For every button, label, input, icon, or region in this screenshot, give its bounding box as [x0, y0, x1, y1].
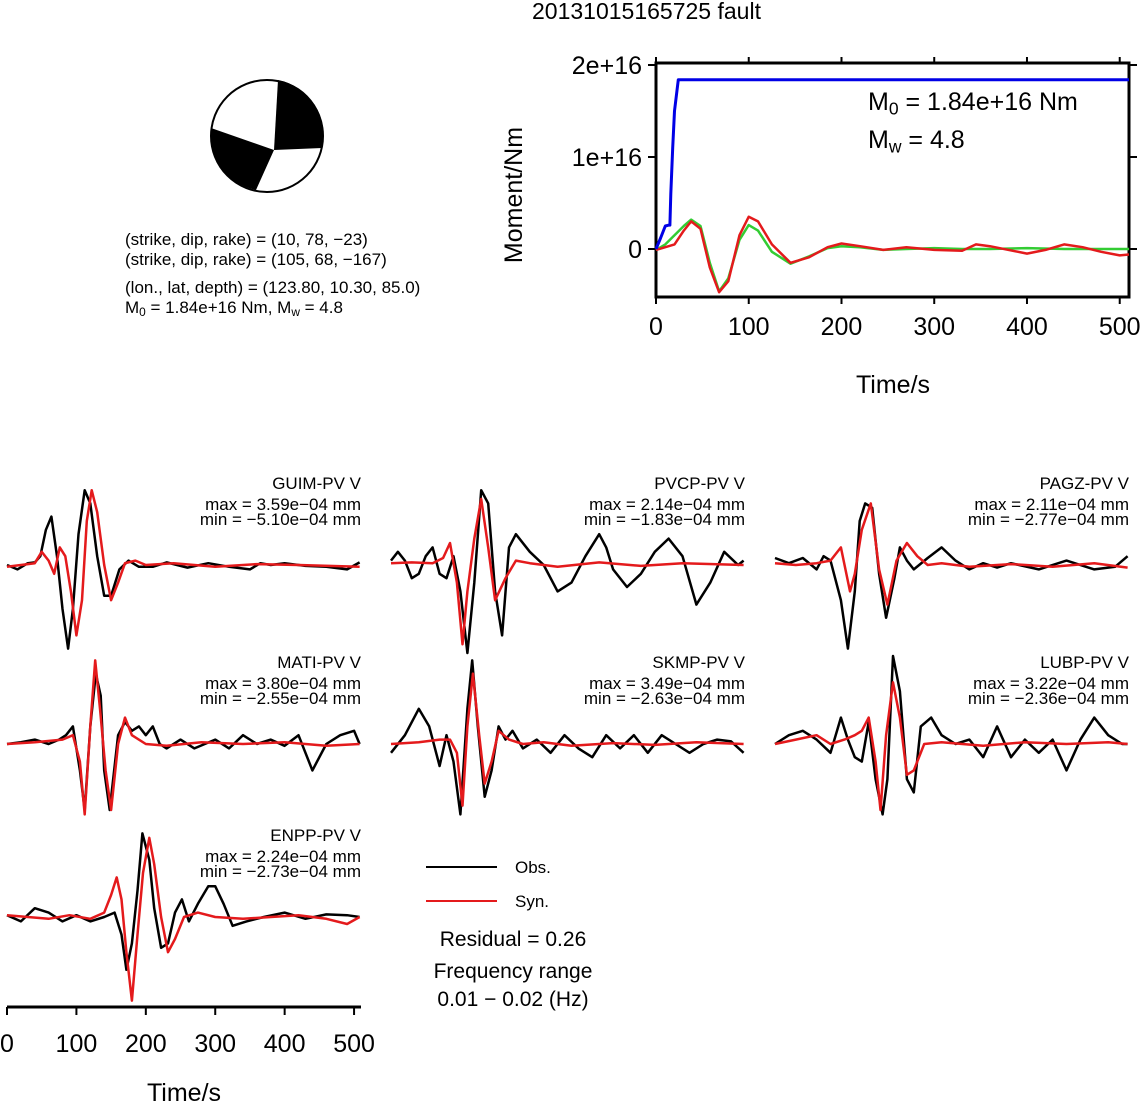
station-name: MATI-PV V	[277, 653, 361, 672]
beachball-compression-quadrant-1	[274, 80, 324, 150]
moment-xtick-label: 100	[728, 313, 770, 341]
station-label: LUBP-PV V max = 3.22e−04 mm min = −2.36e−0…	[869, 653, 1129, 708]
station-max: max = 2.14e−04 mm	[589, 495, 745, 514]
waveform-legend: Obs. Syn. Residual = 0.26 Frequency rang…	[426, 858, 592, 1011]
legend-observed-label: Obs.	[515, 858, 551, 877]
station-min: min = −1.83e−04 mm	[583, 510, 745, 529]
moment-ytick-label: 2e+16	[572, 52, 642, 80]
station-panel	[390, 488, 745, 655]
station-max: max = 3.59e−04 mm	[205, 495, 361, 514]
moment-chart: 0 100 200 300 400 500 0 1e+16 2e+16 Moment/Nm Ti…	[500, 52, 1141, 399]
frequency-range-value: 0.01 − 0.02 (Hz)	[437, 988, 588, 1011]
moment-series-moment	[654, 78, 1129, 250]
event-moment: M0 = 1.84e+16 Nm, Mw = 4.8	[125, 298, 343, 319]
station-panel	[6, 832, 361, 1002]
station-label: PVCP-PV V max = 2.14e−04 mm min = −1.83e−0…	[485, 474, 745, 529]
moment-ytick-label: 0	[628, 236, 642, 264]
moment-ytick-label: 1e+16	[572, 144, 642, 172]
synthetic-trace	[390, 672, 744, 807]
moment-chart-series	[654, 78, 1130, 294]
waveform-xtick-label: 200	[125, 1030, 167, 1058]
moment-chart-ticks: 0 100 200 300 400 500 0 1e+16 2e+16	[572, 52, 1141, 341]
event-location: (lon., lat, depth) = (123.80, 10.30, 85.…	[125, 278, 421, 297]
station-panel	[774, 502, 1129, 650]
station-max: max = 2.11e−04 mm	[974, 495, 1129, 514]
figure-title: 20131015165725 fault	[532, 0, 761, 24]
waveform-xtick-label: 400	[264, 1030, 306, 1058]
station-label: ENPP-PV V max = 2.24e−04 mm min = −2.73e−0…	[101, 826, 361, 881]
beachball-compression-quadrant-2	[210, 128, 274, 190]
station-name: ENPP-PV V	[270, 826, 361, 845]
station-name: PVCP-PV V	[654, 474, 745, 493]
station-max: max = 2.24e−04 mm	[205, 847, 361, 866]
waveform-time-axis: Time/s 0 100 200 300 400 500	[0, 1005, 375, 1103]
waveform-xtick-label: 100	[56, 1030, 98, 1058]
legend-synthetic-label: Syn.	[515, 892, 549, 911]
nodal-plane-1: (strike, dip, rake) = (10, 78, −23)	[125, 230, 368, 249]
station-panel	[774, 654, 1128, 816]
station-panel	[6, 488, 361, 650]
synthetic-trace	[6, 659, 360, 816]
synthetic-trace	[6, 488, 360, 637]
observed-trace	[6, 672, 361, 812]
station-label: GUIM-PV V max = 3.59e−04 mm min = −5.10e−0…	[101, 474, 361, 529]
moment-series-stf	[655, 218, 1129, 293]
station-max: max = 3.80e−04 mm	[205, 674, 361, 693]
synthetic-trace	[774, 502, 1128, 606]
moment-annotation: M0 = 1.84e+16 Nm Mw = 4.8	[868, 86, 1078, 163]
moment-xtick-label: 500	[1099, 313, 1141, 341]
waveform-xtick-label: 500	[333, 1030, 375, 1058]
moment-annotation-m0: M0 = 1.84e+16 Nm	[868, 88, 1078, 119]
nodal-plane-2: (strike, dip, rake) = (105, 68, −167)	[125, 250, 387, 269]
moment-series-syn	[655, 215, 1130, 294]
synthetic-trace	[390, 497, 744, 646]
observed-trace	[390, 488, 745, 655]
station-min: min = −2.55e−04 mm	[199, 689, 361, 708]
station-name: PAGZ-PV V	[1039, 474, 1129, 493]
moment-chart-ylabel: Moment/Nm	[500, 127, 528, 263]
station-min: min = −2.36e−04 mm	[967, 689, 1129, 708]
station-label: MATI-PV V max = 3.80e−04 mm min = −2.55e−0…	[101, 653, 361, 708]
station-min: min = −2.73e−04 mm	[199, 862, 361, 881]
moment-chart-xlabel: Time/s	[856, 371, 930, 399]
moment-annotation-mw: Mw = 4.8	[868, 126, 965, 157]
waveform-panels	[6, 488, 1129, 1002]
residual-text: Residual = 0.26	[440, 928, 587, 951]
moment-xtick-label: 300	[913, 313, 955, 341]
station-max: max = 3.22e−04 mm	[973, 674, 1129, 693]
station-name: SKMP-PV V	[652, 653, 745, 672]
station-panel	[6, 659, 361, 816]
synthetic-trace	[6, 836, 361, 1002]
station-min: min = −2.63e−04 mm	[583, 689, 745, 708]
station-max: max = 3.49e−04 mm	[589, 674, 745, 693]
station-panel	[390, 659, 745, 816]
moment-chart-frame	[654, 61, 1131, 299]
waveform-xlabel: Time/s	[147, 1079, 221, 1103]
waveform-xtick-label: 0	[0, 1030, 14, 1058]
moment-xtick-label: 200	[821, 313, 863, 341]
beachball	[210, 79, 324, 193]
frequency-range-label: Frequency range	[434, 960, 593, 983]
station-label: SKMP-PV V max = 3.49e−04 mm min = −2.63e−0…	[485, 653, 745, 708]
observed-trace	[390, 659, 745, 816]
station-label: PAGZ-PV V max = 2.11e−04 mm min = −2.77e−0…	[869, 474, 1129, 529]
moment-xtick-label: 0	[649, 313, 663, 341]
synthetic-trace	[774, 681, 1128, 812]
moment-xtick-label: 400	[1006, 313, 1048, 341]
station-min: min = −5.10e−04 mm	[199, 510, 361, 529]
fault-parameters: (strike, dip, rake) = (10, 78, −23) (str…	[125, 230, 420, 322]
station-name: LUBP-PV V	[1040, 653, 1129, 672]
station-name: GUIM-PV V	[272, 474, 361, 493]
station-min: min = −2.77e−04 mm	[967, 510, 1129, 529]
waveform-xtick-label: 300	[194, 1030, 236, 1058]
